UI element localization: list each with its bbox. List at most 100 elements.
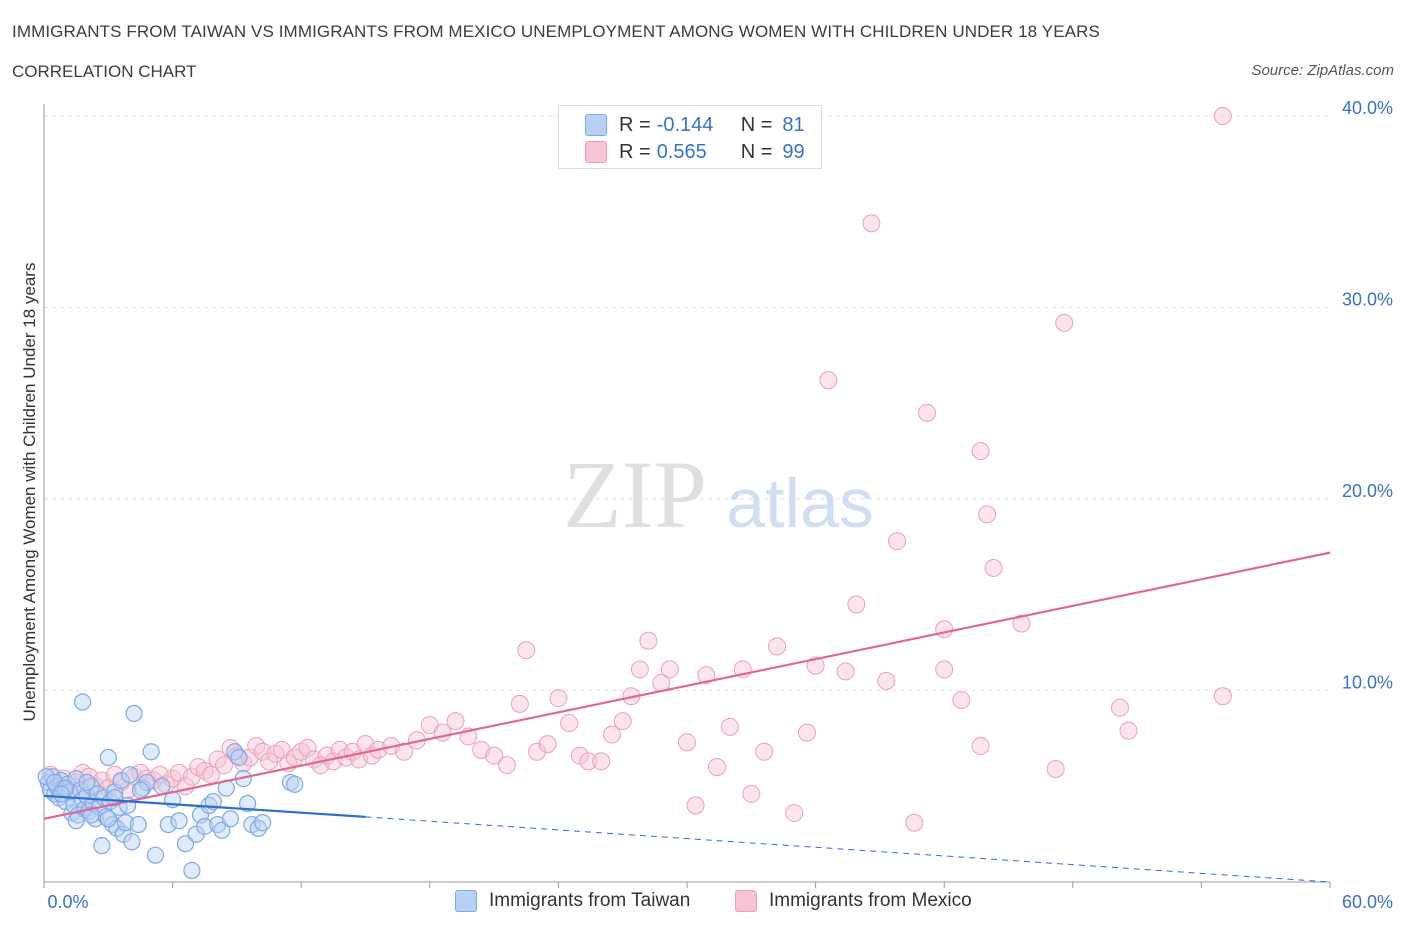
taiwan-point bbox=[99, 748, 117, 767]
correlation-legend: R = -0.144 N = 81 R = 0.565 N = 99 bbox=[558, 105, 822, 169]
mexico-point bbox=[888, 532, 907, 551]
taiwan-point bbox=[37, 768, 55, 786]
series-taiwan-points bbox=[37, 693, 304, 880]
mexico-point bbox=[1213, 687, 1232, 706]
taiwan-point bbox=[93, 837, 111, 855]
x-tick-label-max: 60.0% bbox=[1342, 892, 1393, 912]
mexico-n-label: N = bbox=[740, 140, 773, 163]
taiwan-point bbox=[99, 810, 117, 828]
mexico-point bbox=[105, 765, 124, 784]
mexico-point bbox=[1046, 760, 1065, 779]
mexico-point bbox=[1012, 614, 1031, 633]
taiwan-r-label: R = bbox=[619, 113, 651, 136]
mexico-point bbox=[592, 752, 611, 771]
gridlines bbox=[44, 115, 1330, 691]
mexico-point bbox=[819, 371, 838, 390]
mexico-point bbox=[971, 737, 990, 756]
taiwan-point bbox=[73, 693, 92, 711]
mexico-point bbox=[613, 712, 632, 731]
taiwan-point bbox=[67, 812, 85, 830]
taiwan-trend-line bbox=[43, 794, 366, 818]
taiwan-point bbox=[129, 815, 147, 834]
taiwan-point bbox=[176, 835, 195, 853]
taiwan-point bbox=[78, 773, 96, 792]
taiwan-point bbox=[153, 777, 171, 795]
taiwan-point bbox=[52, 785, 70, 803]
mexico-point bbox=[497, 756, 516, 775]
taiwan-swatch bbox=[585, 114, 607, 136]
mexico-point bbox=[697, 666, 716, 685]
mexico-point bbox=[538, 735, 557, 754]
taiwan-point bbox=[142, 743, 160, 761]
mexico-point bbox=[517, 641, 536, 660]
mexico-point bbox=[768, 637, 787, 656]
mexico-point bbox=[1110, 698, 1129, 717]
mexico-r-label: R = bbox=[619, 140, 651, 163]
mexico-point bbox=[952, 691, 971, 710]
mexico-point bbox=[798, 723, 817, 742]
mexico-point bbox=[639, 631, 658, 650]
legend-item-mexico: Immigrants from Mexico bbox=[735, 890, 972, 912]
legend-item-taiwan: Immigrants from Taiwan bbox=[455, 890, 690, 912]
taiwan-point bbox=[221, 810, 240, 828]
legend-row-taiwan: R = -0.144 N = 81 bbox=[585, 113, 805, 137]
y-tick-label: 20.0% bbox=[1342, 481, 1393, 501]
mexico-point bbox=[298, 738, 317, 757]
tick-labels: 10.0% 20.0% 30.0% 40.0% 0.0% 60.0% bbox=[47, 98, 1393, 912]
y-tick-label: 40.0% bbox=[1342, 98, 1393, 118]
mexico-trend-line bbox=[43, 551, 1331, 820]
taiwan-point bbox=[239, 794, 257, 813]
mexico-point bbox=[785, 804, 804, 823]
mexico-point bbox=[1119, 721, 1138, 740]
mexico-point bbox=[560, 714, 579, 733]
taiwan-point bbox=[230, 748, 248, 767]
taiwan-point bbox=[196, 817, 214, 836]
mexico-point bbox=[660, 660, 679, 679]
source-credit: Source: ZipAtlas.com bbox=[1251, 62, 1394, 79]
mexico-point bbox=[978, 505, 997, 524]
taiwan-r-value: -0.144 bbox=[656, 113, 714, 136]
legend-row-mexico: R = 0.565 N = 99 bbox=[585, 140, 805, 164]
y-tick-label: 10.0% bbox=[1342, 673, 1393, 693]
taiwan-point bbox=[125, 704, 143, 723]
taiwan-point bbox=[213, 821, 231, 839]
taiwan-point bbox=[108, 819, 126, 837]
mexico-legend-swatch bbox=[735, 890, 757, 912]
mexico-point bbox=[905, 813, 924, 832]
taiwan-legend-label: Immigrants from Taiwan bbox=[489, 890, 691, 911]
trend-lines bbox=[43, 551, 1331, 883]
y-axis-label: Unemployment Among Women with Children U… bbox=[20, 262, 39, 722]
mexico-point bbox=[971, 442, 990, 461]
mexico-point bbox=[510, 694, 529, 713]
series-legend: Immigrants from Taiwan Immigrants from M… bbox=[0, 890, 1406, 916]
watermark: ZIP atlas bbox=[563, 441, 874, 548]
taiwan-point bbox=[286, 775, 304, 793]
mexico-point bbox=[862, 214, 881, 233]
taiwan-point bbox=[146, 846, 165, 864]
watermark-zip: ZIP bbox=[563, 441, 707, 548]
mexico-point bbox=[935, 620, 954, 639]
mexico-point bbox=[847, 595, 866, 614]
mexico-point bbox=[260, 752, 279, 771]
mexico-point bbox=[446, 712, 465, 731]
taiwan-point bbox=[183, 861, 201, 880]
mexico-point bbox=[686, 796, 705, 815]
mexico-point bbox=[755, 742, 774, 761]
mexico-point bbox=[527, 742, 546, 761]
mexico-point bbox=[570, 746, 589, 765]
mexico-swatch bbox=[585, 141, 607, 163]
taiwan-n-value: 81 bbox=[782, 113, 805, 136]
chart-subtitle: CORRELATION CHART bbox=[12, 62, 197, 81]
taiwan-trend-extension bbox=[365, 816, 1331, 883]
mexico-point bbox=[1213, 107, 1232, 125]
taiwan-point bbox=[159, 815, 177, 834]
axes bbox=[43, 104, 1331, 888]
mexico-point bbox=[877, 671, 896, 690]
mexico-point bbox=[720, 717, 739, 736]
mexico-point bbox=[579, 752, 598, 771]
mexico-legend-label: Immigrants from Mexico bbox=[769, 890, 972, 911]
mexico-point bbox=[708, 758, 727, 777]
mexico-point bbox=[215, 756, 234, 775]
taiwan-point bbox=[123, 833, 141, 851]
